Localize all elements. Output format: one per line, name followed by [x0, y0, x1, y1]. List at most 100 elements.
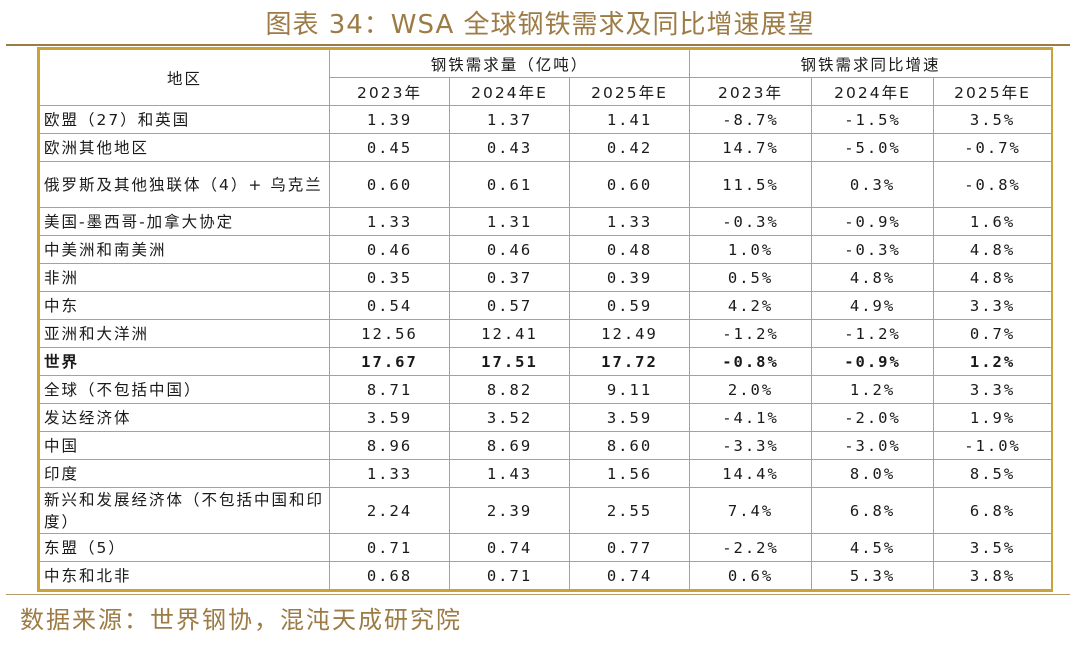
demand-cell: 1.39: [329, 105, 450, 134]
demand-cell: 0.39: [568, 263, 691, 292]
table-row: 俄罗斯及其他独联体（4）+ 乌克兰 0.60 0.61 0.60 11.5% 0.3% -0…: [39, 161, 1053, 208]
demand-cell: 12.49: [568, 319, 691, 348]
growth-cell: -0.9%: [811, 347, 935, 376]
growth-cell: 3.3%: [933, 291, 1053, 320]
demand-group-header: 钢铁需求量（亿吨）: [328, 49, 691, 78]
demand-cell: 0.59: [568, 291, 691, 320]
growth-cell: 4.5%: [811, 533, 935, 562]
growth-cell: -3.0%: [811, 431, 935, 460]
growth-cell: 6.8%: [811, 487, 935, 534]
growth-cell: 8.5%: [933, 459, 1053, 488]
region-cell: 中国: [39, 431, 330, 460]
demand-cell: 0.60: [568, 161, 691, 208]
growth-cell: -0.7%: [933, 133, 1053, 162]
growth-cell: 1.6%: [933, 207, 1053, 236]
growth-cell: 0.3%: [811, 161, 935, 208]
year-header: 2024年E: [811, 77, 935, 106]
growth-cell: 14.4%: [689, 459, 813, 488]
region-cell: 世界: [39, 347, 330, 376]
demand-cell: 1.33: [329, 207, 450, 236]
growth-cell: -1.2%: [811, 319, 935, 348]
growth-cell: -0.3%: [811, 235, 935, 264]
growth-cell: -8.7%: [689, 105, 813, 134]
growth-cell: -1.2%: [689, 319, 813, 348]
demand-cell: 0.48: [568, 235, 691, 264]
growth-cell: -0.9%: [811, 207, 935, 236]
table-row: 发达经济体 3.59 3.52 3.59 -4.1% -2.0% 1.9%: [39, 403, 1053, 432]
growth-cell: 4.8%: [811, 263, 935, 292]
growth-cell: -5.0%: [811, 133, 935, 162]
growth-cell: -0.8%: [933, 161, 1053, 208]
growth-group-header: 钢铁需求同比增速: [689, 49, 1053, 78]
demand-cell: 0.71: [329, 533, 450, 562]
demand-cell: 12.41: [449, 319, 570, 348]
growth-cell: 0.6%: [689, 561, 813, 590]
demand-cell: 1.56: [568, 459, 691, 488]
growth-cell: 3.5%: [933, 105, 1053, 134]
growth-cell: -3.3%: [689, 431, 813, 460]
growth-cell: 4.2%: [689, 291, 813, 320]
growth-cell: 4.9%: [811, 291, 935, 320]
steel-demand-table-container: 地区 钢铁需求量（亿吨） 钢铁需求同比增速 2023年 2024年E 2025年…: [37, 47, 1053, 592]
table-row: 亚洲和大洋洲 12.56 12.41 12.49 -1.2% -1.2% 0.7%: [39, 319, 1053, 348]
demand-cell: 17.67: [329, 347, 450, 376]
region-header: 地区: [39, 49, 330, 106]
demand-cell: 0.54: [329, 291, 450, 320]
year-header: 2023年: [689, 77, 813, 106]
growth-cell: 4.8%: [933, 235, 1053, 264]
region-cell: 欧盟（27）和英国: [39, 105, 330, 134]
table-row: 新兴和发展经济体（不包括中国和印度） 2.24 2.39 2.55 7.4% 6.8% 6.…: [39, 487, 1053, 534]
demand-cell: 1.33: [568, 207, 691, 236]
demand-cell: 0.74: [568, 561, 691, 590]
growth-cell: 4.8%: [933, 263, 1053, 292]
table-row: 世界 17.67 17.51 17.72 -0.8% -0.9% 1.2%: [39, 347, 1053, 376]
top-rule: [6, 44, 1070, 46]
demand-cell: 3.52: [449, 403, 570, 432]
figure-title: 图表 34：WSA 全球钢铁需求及同比增速展望: [265, 10, 815, 40]
table-body: 欧盟（27）和英国 1.39 1.37 1.41 -8.7% -1.5% 3.5% 欧洲其他地…: [39, 105, 1053, 590]
growth-cell: -4.1%: [689, 403, 813, 432]
region-cell: 非洲: [39, 263, 330, 292]
demand-cell: 17.72: [568, 347, 691, 376]
table-row: 中美洲和南美洲 0.46 0.46 0.48 1.0% -0.3% 4.8%: [39, 235, 1053, 264]
growth-cell: 6.8%: [933, 487, 1053, 534]
growth-cell: 7.4%: [689, 487, 813, 534]
region-cell: 美国-墨西哥-加拿大协定: [39, 207, 330, 236]
growth-cell: 8.0%: [811, 459, 935, 488]
table-row: 中东和北非 0.68 0.71 0.74 0.6% 5.3% 3.8%: [39, 561, 1053, 590]
demand-cell: 12.56: [329, 319, 450, 348]
demand-cell: 3.59: [329, 403, 450, 432]
demand-cell: 2.55: [568, 487, 691, 534]
region-cell: 中东: [39, 291, 330, 320]
growth-cell: 2.0%: [689, 375, 813, 404]
growth-cell: -0.3%: [689, 207, 813, 236]
growth-cell: 0.7%: [933, 319, 1053, 348]
demand-cell: 0.45: [329, 133, 450, 162]
demand-cell: 0.68: [329, 561, 450, 590]
region-cell: 发达经济体: [39, 403, 330, 432]
demand-cell: 0.35: [329, 263, 450, 292]
demand-cell: 8.60: [568, 431, 691, 460]
year-header: 2024年E: [449, 77, 570, 106]
table-row: 东盟（5） 0.71 0.74 0.77 -2.2% 4.5% 3.5%: [39, 533, 1053, 562]
table-row: 美国-墨西哥-加拿大协定 1.33 1.31 1.33 -0.3% -0.9% 1.6%: [39, 207, 1053, 236]
region-cell: 俄罗斯及其他独联体（4）+ 乌克兰: [39, 161, 330, 208]
source-note: 数据来源：世界钢协，混沌天成研究院: [20, 606, 462, 634]
demand-cell: 2.24: [329, 487, 450, 534]
year-header: 2023年: [329, 77, 450, 106]
demand-cell: 0.61: [449, 161, 570, 208]
table-row: 中国 8.96 8.69 8.60 -3.3% -3.0% -1.0%: [39, 431, 1053, 460]
table-row: 中东 0.54 0.57 0.59 4.2% 4.9% 3.3%: [39, 291, 1053, 320]
growth-cell: 3.8%: [933, 561, 1053, 590]
demand-cell: 8.69: [449, 431, 570, 460]
demand-cell: 9.11: [568, 375, 691, 404]
growth-cell: 1.9%: [933, 403, 1053, 432]
growth-cell: 0.5%: [689, 263, 813, 292]
demand-cell: 0.43: [449, 133, 570, 162]
region-cell: 欧洲其他地区: [39, 133, 330, 162]
demand-cell: 0.42: [568, 133, 691, 162]
region-cell: 东盟（5）: [39, 533, 330, 562]
demand-cell: 17.51: [449, 347, 570, 376]
demand-cell: 0.71: [449, 561, 570, 590]
demand-cell: 8.71: [329, 375, 450, 404]
